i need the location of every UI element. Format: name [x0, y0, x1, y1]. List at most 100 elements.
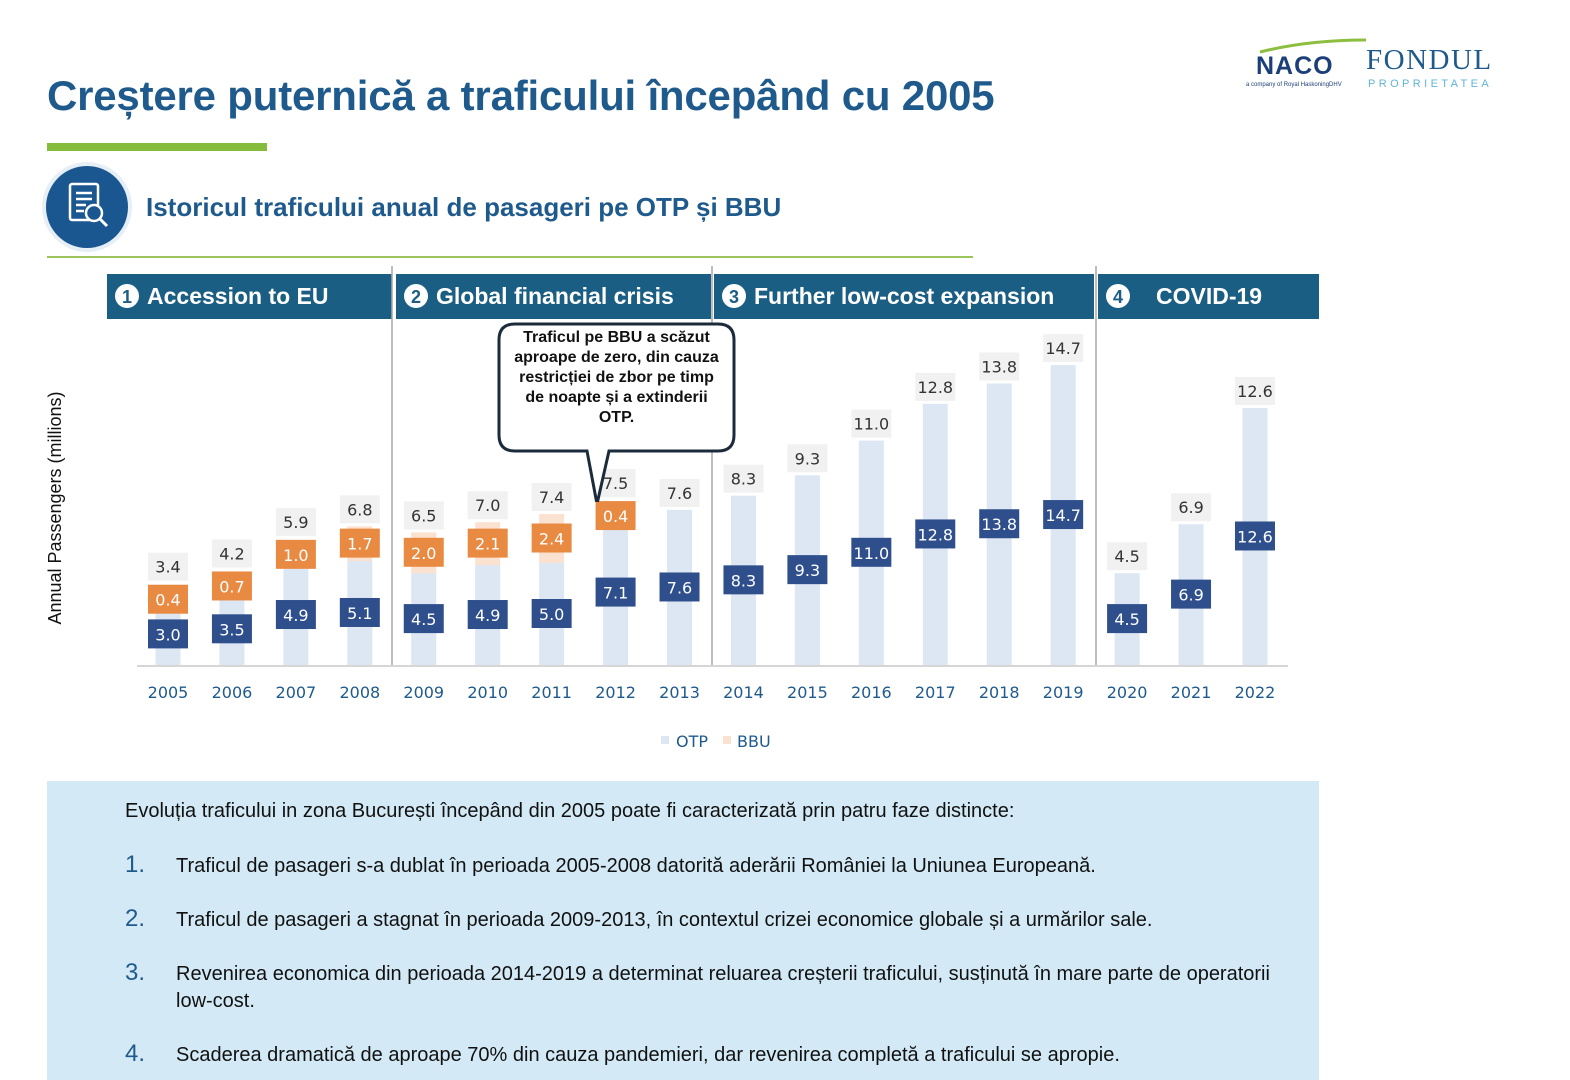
naco-logo-subtext: a company of Royal HaskoningDHV — [1246, 82, 1342, 88]
otp-label-box — [659, 572, 700, 602]
bbu-data-label: 2.1 — [475, 535, 500, 554]
otp-data-label: 8.3 — [731, 571, 756, 590]
otp-data-label: 13.8 — [981, 515, 1017, 534]
total-data-label: 4.5 — [1114, 547, 1139, 566]
total-label-box — [531, 483, 572, 512]
info-box: Evoluția traficului in zona București în… — [47, 781, 1319, 1080]
otp-label-box — [211, 614, 252, 644]
logos: NACO a company of Royal HaskoningDHV FON… — [1232, 36, 1512, 96]
otp-data-label: 12.8 — [917, 525, 953, 544]
legend-swatch-otp — [661, 736, 669, 744]
info-item-text: Scaderea dramatică de aproape 70% din ca… — [176, 1044, 1120, 1066]
bbu-data-label: 1.0 — [283, 546, 308, 565]
total-label-box — [851, 409, 892, 438]
x-tick-label: 2012 — [595, 683, 636, 702]
x-tick-label: 2010 — [467, 683, 508, 702]
phase-number: 4 — [1113, 287, 1123, 307]
otp-data-label: 7.6 — [667, 578, 692, 597]
otp-data-label: 4.5 — [411, 610, 436, 629]
x-tick-label: 2014 — [723, 683, 764, 702]
total-data-label: 4.2 — [219, 544, 244, 563]
total-label-box — [915, 372, 956, 401]
bbu-data-label: 2.0 — [411, 544, 436, 563]
y-axis-label: Annual Passengers (millions) — [45, 391, 65, 624]
x-tick-label: 2022 — [1235, 683, 1276, 702]
phase-label: COVID-19 — [1156, 283, 1262, 309]
x-tick-label: 2013 — [659, 683, 700, 702]
bbu-label-box — [467, 528, 508, 558]
phase-number: 1 — [122, 287, 132, 307]
bbu-data-label: 0.4 — [603, 507, 628, 526]
otp-label-box — [467, 600, 508, 630]
phase-header — [107, 274, 392, 319]
bbu-label-box — [531, 523, 572, 553]
total-label-box — [403, 501, 444, 530]
document-search-icon — [46, 166, 128, 248]
otp-data-label: 5.1 — [347, 604, 372, 623]
phase-label: Global financial crisis — [436, 283, 674, 309]
otp-data-label: 4.5 — [1114, 610, 1139, 629]
bbu-data-label: 0.7 — [219, 577, 244, 596]
total-data-label: 7.0 — [475, 496, 500, 515]
phase-label: Accession to EU — [147, 283, 329, 309]
otp-label-box — [1043, 500, 1084, 530]
title-underline — [47, 143, 267, 151]
total-data-label: 11.0 — [854, 415, 890, 434]
total-data-label: 7.6 — [667, 484, 692, 503]
total-label-box — [787, 444, 828, 473]
info-item-text: Traficul de pasageri a stagnat în perioa… — [176, 909, 1153, 931]
otp-data-label: 4.9 — [475, 606, 500, 625]
x-tick-label: 2006 — [212, 683, 253, 702]
page-title: Creștere puternică a traficului începând… — [47, 72, 995, 119]
section-rule — [47, 256, 973, 258]
phase-number: 2 — [411, 287, 421, 307]
otp-label-box — [851, 537, 892, 567]
total-data-label: 3.4 — [155, 558, 180, 577]
total-label-box — [659, 478, 700, 507]
x-tick-label: 2007 — [276, 683, 317, 702]
total-data-label: 6.8 — [347, 500, 372, 519]
naco-logo: NACO a company of Royal HaskoningDHV — [1238, 38, 1368, 90]
otp-data-label: 3.0 — [155, 625, 180, 644]
total-label-box — [723, 464, 764, 493]
info-intro: Evoluția traficului in zona București în… — [125, 800, 1015, 822]
x-tick-label: 2016 — [851, 683, 892, 702]
otp-data-label: 5.0 — [539, 605, 564, 624]
x-tick-label: 2017 — [915, 683, 956, 702]
callout-text: Traficul pe BBU a scăzut aproape de zero… — [514, 329, 719, 426]
otp-data-label: 14.7 — [1045, 506, 1081, 525]
legend-swatch-bbu — [723, 736, 731, 744]
total-data-label: 12.6 — [1237, 382, 1273, 401]
info-item-number: 4. — [125, 1040, 146, 1067]
x-tick-label: 2015 — [787, 683, 828, 702]
otp-label-box — [979, 509, 1020, 539]
otp-label-box — [1234, 521, 1275, 551]
fondul-logo-text: FONDUL — [1366, 44, 1493, 76]
total-label-box — [1043, 334, 1084, 363]
phase-header — [714, 274, 1094, 319]
total-label-box — [339, 495, 380, 524]
info-item-text: Revenirea economica din perioada 2014-20… — [176, 963, 1270, 1012]
bbu-label-box — [595, 501, 636, 531]
bbu-data-label: 2.4 — [539, 530, 564, 549]
naco-swoosh-icon — [1259, 38, 1367, 54]
legend-label-bbu: BBU — [737, 732, 771, 751]
otp-data-label: 11.0 — [854, 544, 890, 563]
x-tick-label: 2005 — [148, 683, 189, 702]
otp-label-box — [339, 597, 380, 627]
total-label-box — [1107, 542, 1148, 571]
total-data-label: 7.5 — [603, 474, 628, 493]
phase-number: 3 — [729, 287, 739, 307]
bbu-label-box — [211, 571, 252, 601]
otp-data-label: 12.6 — [1237, 527, 1273, 546]
total-data-label: 12.8 — [917, 378, 953, 397]
info-item-text: Traficul de pasageri s-a dublat în perio… — [176, 855, 1096, 877]
bbu-label-box — [339, 528, 380, 558]
total-data-label: 14.7 — [1045, 339, 1081, 358]
total-data-label: 9.3 — [795, 449, 820, 468]
phase-number-badge — [404, 284, 428, 308]
phase-number-badge — [722, 284, 746, 308]
otp-label-box — [531, 599, 572, 628]
passenger-traffic-chart: 1 Accession to EU 2 Global financial crisis… — [45, 266, 1319, 751]
otp-label-box — [1171, 579, 1212, 609]
